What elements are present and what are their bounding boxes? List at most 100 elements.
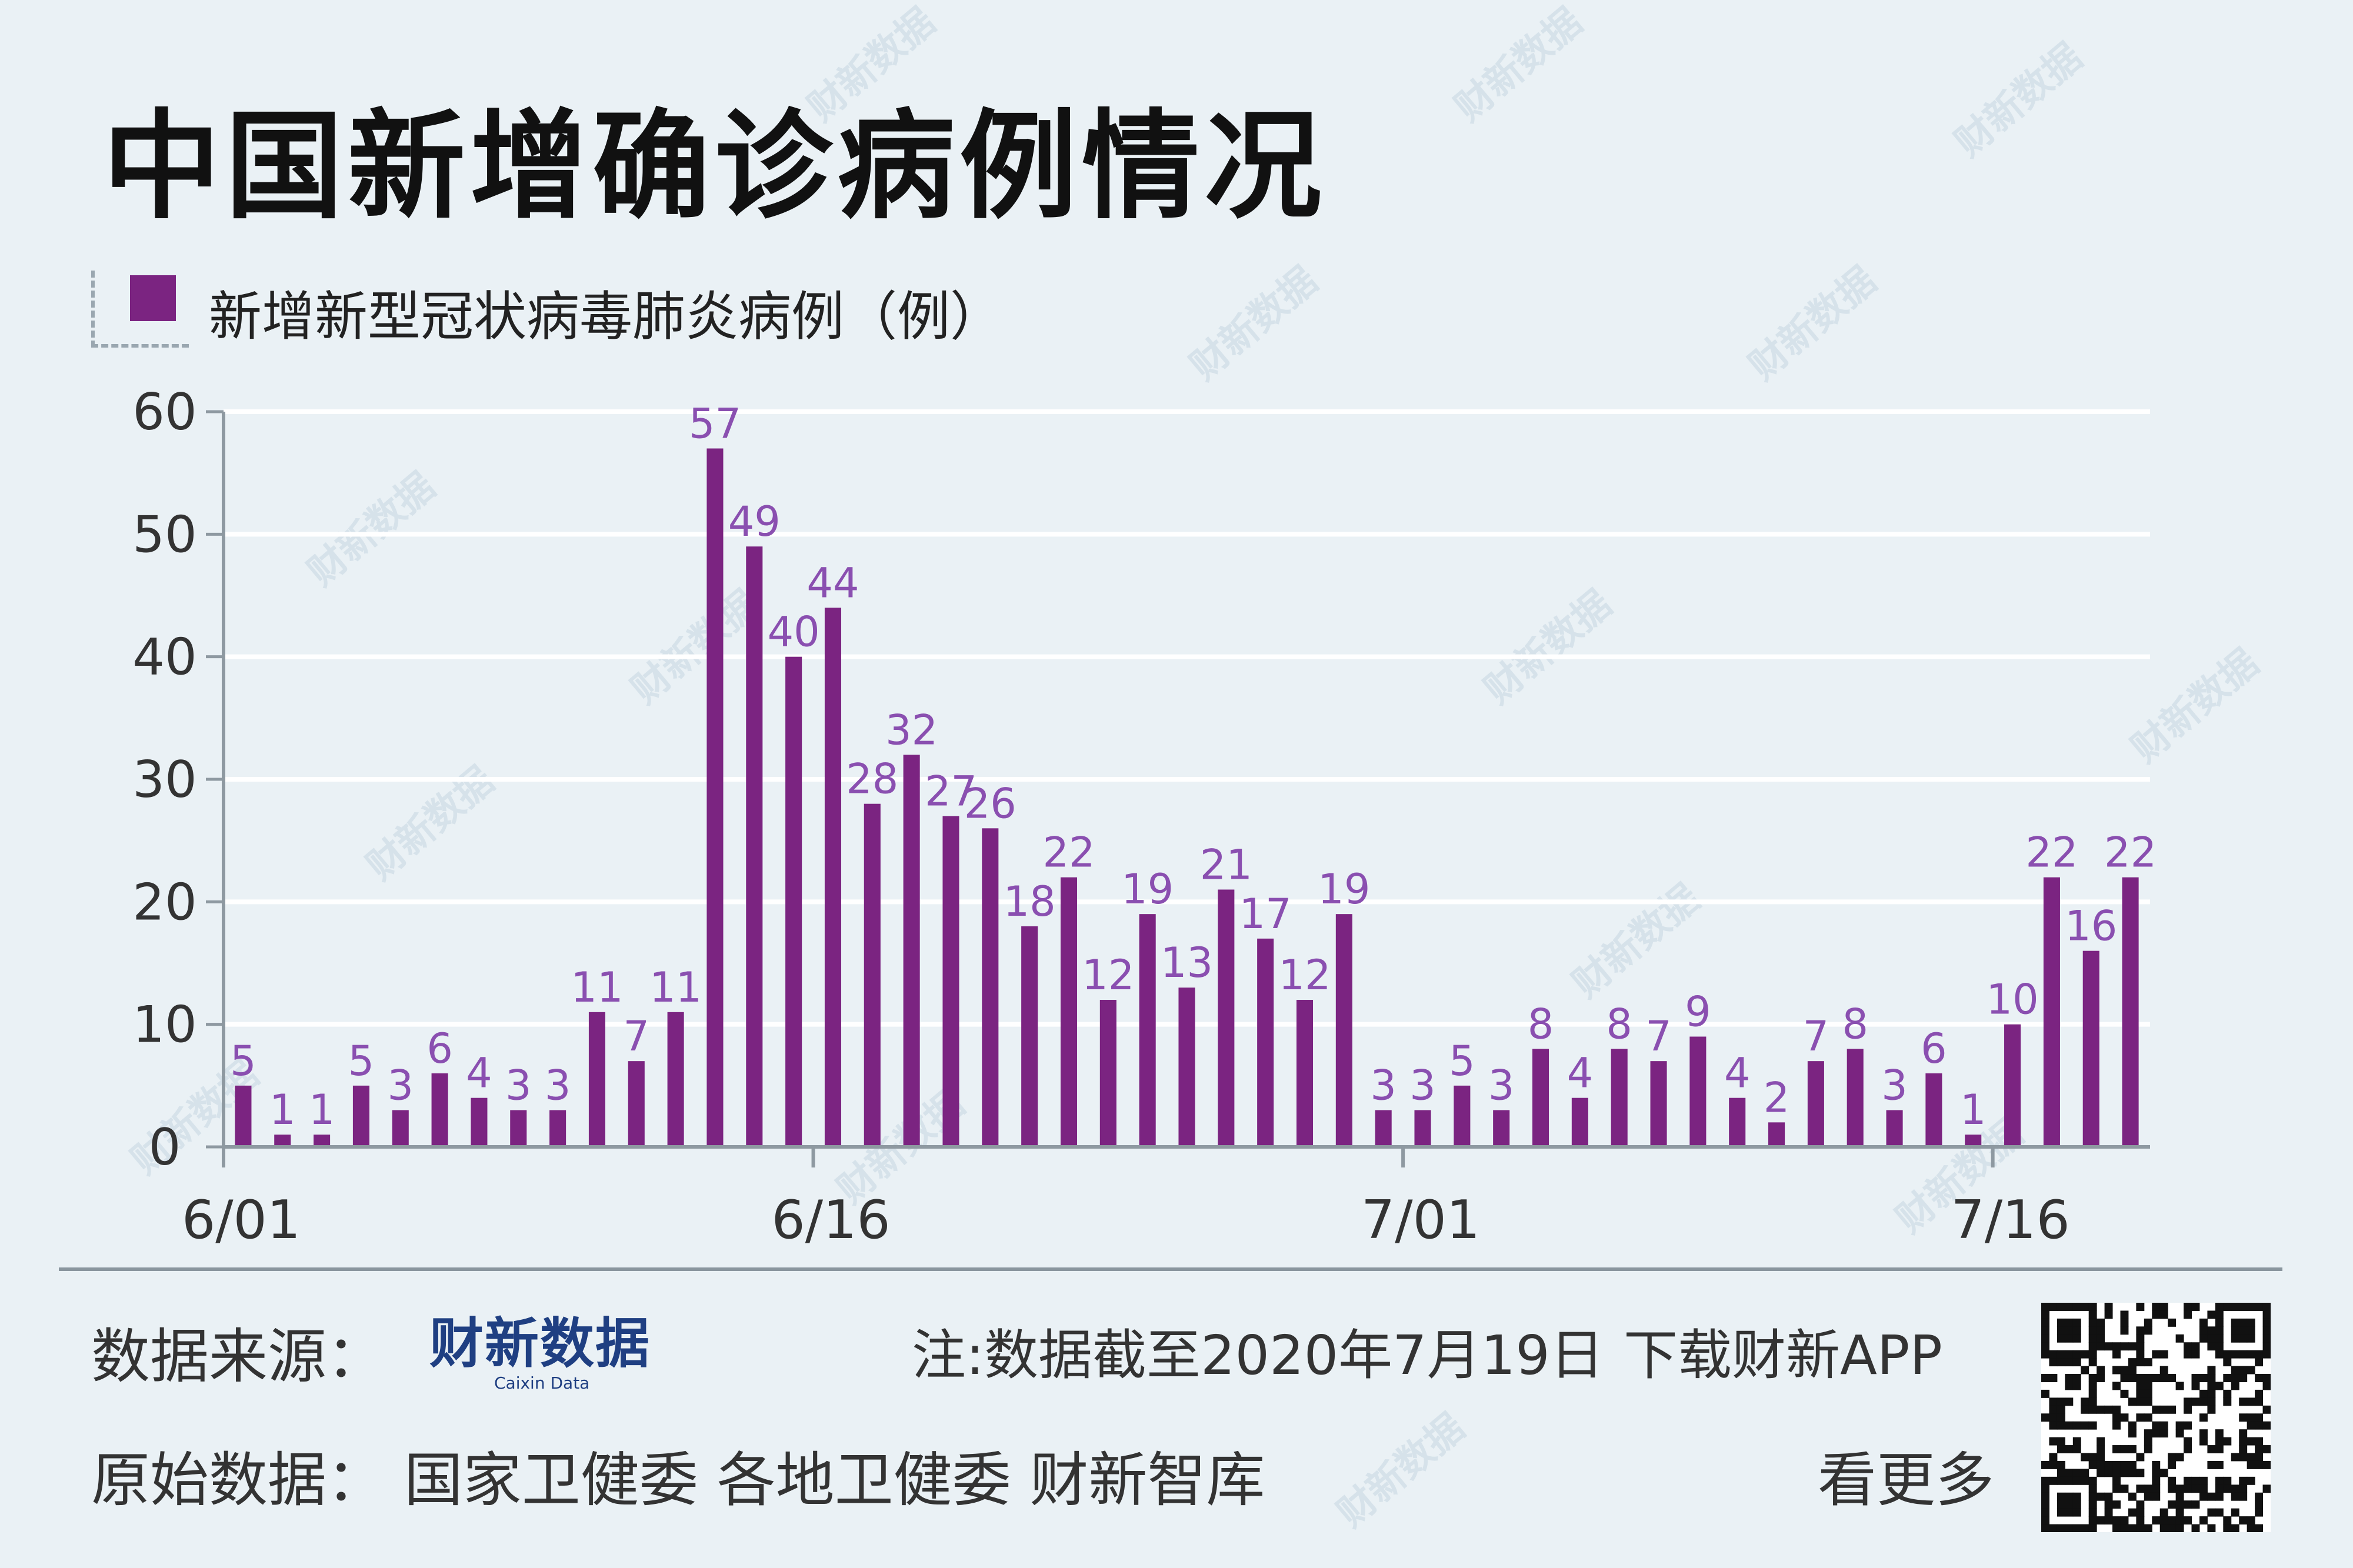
- data-label: 6: [426, 1025, 453, 1073]
- qr-module: [2247, 1524, 2255, 1533]
- qr-module: [2207, 1334, 2216, 1343]
- qr-module: [2262, 1318, 2271, 1327]
- qr-module: [2049, 1476, 2058, 1485]
- qr-module: [2097, 1366, 2105, 1374]
- qr-module: [2231, 1366, 2239, 1374]
- data-label: 3: [1881, 1062, 1908, 1110]
- qr-module: [2239, 1374, 2248, 1382]
- data-label: 11: [571, 963, 623, 1012]
- qr-module: [2207, 1405, 2216, 1414]
- qr-module: [2088, 1310, 2097, 1319]
- qr-module: [2112, 1413, 2121, 1422]
- qr-module: [2072, 1508, 2081, 1517]
- y-tick-label: 50: [132, 505, 196, 564]
- qr-module: [2199, 1389, 2208, 1398]
- data-label: 3: [545, 1062, 571, 1110]
- qr-module: [2081, 1405, 2089, 1414]
- qr-module: [2247, 1476, 2255, 1485]
- bar: [352, 1085, 369, 1147]
- qr-module: [2215, 1492, 2224, 1501]
- data-label: 1: [1960, 1086, 1987, 1134]
- qr-module: [2239, 1303, 2248, 1311]
- qr-module: [2159, 1516, 2168, 1525]
- qr-module: [2097, 1445, 2105, 1454]
- qr-module: [2088, 1460, 2097, 1469]
- data-label: 28: [846, 755, 898, 803]
- bar: [431, 1073, 448, 1147]
- qr-code-icon[interactable]: [2041, 1303, 2271, 1533]
- qr-module: [2247, 1437, 2255, 1446]
- bar: [1532, 1049, 1549, 1147]
- qr-module: [2065, 1500, 2074, 1509]
- qr-module: [2231, 1453, 2239, 1462]
- qr-module: [2231, 1508, 2239, 1517]
- qr-module: [2104, 1310, 2113, 1319]
- qr-module: [2104, 1469, 2113, 1477]
- qr-module: [2215, 1310, 2224, 1319]
- bar: [903, 755, 920, 1147]
- qr-module: [2199, 1516, 2208, 1525]
- qr-module: [2097, 1453, 2105, 1462]
- qr-module: [2128, 1508, 2137, 1517]
- qr-module: [2120, 1445, 2129, 1454]
- data-label: 1: [269, 1086, 296, 1134]
- data-label: 7: [624, 1012, 650, 1060]
- qr-module: [2184, 1350, 2192, 1359]
- qr-module: [2152, 1516, 2161, 1525]
- qr-module: [2191, 1500, 2200, 1509]
- data-label: 8: [1842, 1000, 1868, 1048]
- qr-module: [2207, 1389, 2216, 1398]
- qr-module: [2136, 1484, 2145, 1493]
- qr-module: [2207, 1460, 2216, 1469]
- qr-module: [2168, 1500, 2177, 1509]
- watermark-text: 财新数据: [1329, 1405, 1473, 1536]
- qr-module: [2049, 1405, 2058, 1414]
- qr-module: [2041, 1500, 2049, 1509]
- qr-module: [2262, 1310, 2271, 1319]
- qr-module: [2088, 1318, 2097, 1327]
- qr-module: [2136, 1516, 2145, 1525]
- qr-module: [2247, 1318, 2255, 1327]
- qr-module: [2136, 1389, 2145, 1398]
- qr-module: [2136, 1326, 2145, 1335]
- data-label: 44: [806, 559, 859, 607]
- data-label: 7: [1645, 1012, 1672, 1060]
- qr-module: [2136, 1397, 2145, 1406]
- qr-module: [2144, 1397, 2152, 1406]
- qr-module: [2247, 1334, 2255, 1343]
- data-label: 12: [1082, 951, 1134, 999]
- data-label: 5: [230, 1037, 256, 1085]
- bar: [1178, 987, 1195, 1147]
- qr-module: [2097, 1334, 2105, 1343]
- qr-module: [2120, 1374, 2129, 1382]
- legend: [91, 271, 189, 348]
- qr-module: [2152, 1429, 2161, 1438]
- bar: [1807, 1061, 1824, 1147]
- qr-module: [2159, 1508, 2168, 1517]
- bar: [510, 1110, 527, 1147]
- qr-module: [2088, 1405, 2097, 1414]
- qr-module: [2057, 1397, 2065, 1406]
- bar: [1335, 914, 1352, 1147]
- qr-module: [2247, 1460, 2255, 1469]
- bar: [2043, 877, 2060, 1147]
- qr-module: [2088, 1303, 2097, 1311]
- qr-module: [2191, 1374, 2200, 1382]
- qr-module: [2262, 1421, 2271, 1430]
- qr-module: [2120, 1524, 2129, 1533]
- qr-module: [2112, 1484, 2121, 1493]
- qr-module: [2184, 1476, 2192, 1485]
- data-label: 22: [2104, 829, 2157, 877]
- qr-module: [2255, 1437, 2264, 1446]
- data-label: 3: [387, 1062, 414, 1110]
- qr-module: [2041, 1350, 2049, 1359]
- qr-module: [2152, 1484, 2161, 1493]
- y-tick-label: 20: [132, 873, 196, 932]
- qr-module: [2223, 1303, 2232, 1311]
- data-label: 32: [885, 706, 938, 754]
- qr-module: [2049, 1303, 2058, 1311]
- qr-module: [2112, 1476, 2121, 1485]
- qr-module: [2262, 1342, 2271, 1351]
- data-label: 7: [1803, 1012, 1829, 1060]
